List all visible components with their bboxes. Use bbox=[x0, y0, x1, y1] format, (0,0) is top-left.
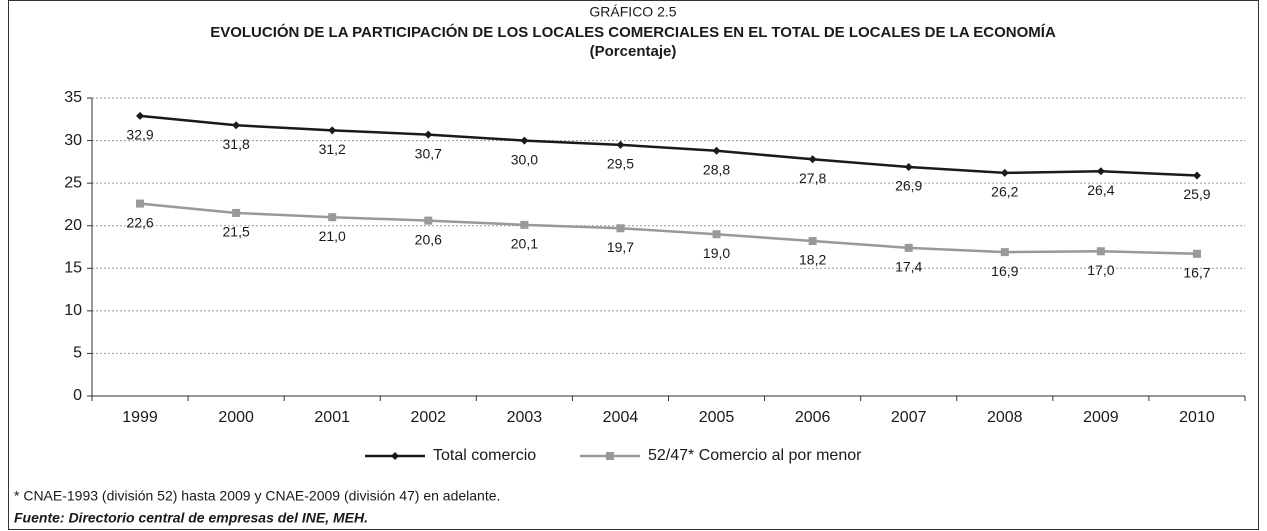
chart-subtitle: (Porcentaje) bbox=[590, 43, 677, 60]
point bbox=[712, 230, 721, 239]
y-tick-label: 35 bbox=[64, 89, 82, 106]
data-label: 16,7 bbox=[1183, 265, 1210, 281]
data-label: 32,9 bbox=[126, 127, 153, 143]
point bbox=[1192, 171, 1201, 180]
data-label: 31,8 bbox=[223, 136, 250, 152]
y-tick-label: 15 bbox=[64, 260, 82, 277]
point bbox=[712, 146, 721, 155]
point bbox=[616, 224, 625, 233]
x-tick-label: 2006 bbox=[795, 409, 831, 426]
y-tick-label: 30 bbox=[64, 132, 82, 149]
x-tick-label: 2008 bbox=[987, 409, 1023, 426]
point bbox=[328, 126, 337, 135]
data-label: 17,0 bbox=[1087, 262, 1114, 278]
x-tick-label: 2009 bbox=[1083, 409, 1119, 426]
data-label: 27,8 bbox=[799, 170, 826, 186]
data-label: 31,2 bbox=[319, 141, 346, 157]
data-label: 26,9 bbox=[895, 178, 922, 194]
data-label: 17,4 bbox=[895, 259, 922, 275]
data-label: 19,7 bbox=[607, 239, 634, 255]
data-label: 21,5 bbox=[223, 224, 250, 240]
data-label: 22,6 bbox=[126, 214, 153, 230]
frame bbox=[8, 0, 1259, 530]
point bbox=[1000, 248, 1009, 257]
point bbox=[520, 220, 529, 229]
data-label: 20,6 bbox=[415, 231, 442, 247]
legend-marker bbox=[391, 452, 399, 460]
point bbox=[1096, 167, 1105, 176]
source: Fuente: Directorio central de empresas d… bbox=[14, 510, 368, 526]
y-tick-label: 5 bbox=[73, 345, 82, 362]
data-label: 30,7 bbox=[415, 145, 442, 161]
point bbox=[232, 121, 241, 130]
series-line bbox=[139, 202, 1197, 256]
y-tick-label: 20 bbox=[64, 217, 82, 234]
point bbox=[136, 111, 145, 120]
y-tick-label: 0 bbox=[73, 387, 82, 404]
y-tick-label: 10 bbox=[64, 302, 82, 319]
x-tick-label: 2003 bbox=[507, 409, 543, 426]
y-tick-label: 25 bbox=[64, 174, 82, 191]
point bbox=[232, 208, 241, 217]
point bbox=[808, 237, 817, 246]
x-tick-label: 2005 bbox=[699, 409, 735, 426]
data-label: 16,9 bbox=[991, 263, 1018, 279]
data-label: 26,4 bbox=[1087, 182, 1114, 198]
x-tick-label: 2004 bbox=[603, 409, 639, 426]
x-tick-label: 1999 bbox=[122, 409, 158, 426]
data-label: 26,2 bbox=[991, 184, 1018, 200]
point bbox=[328, 213, 337, 222]
point bbox=[136, 199, 145, 208]
point bbox=[904, 243, 913, 252]
data-label: 25,9 bbox=[1183, 186, 1210, 202]
data-label: 30,0 bbox=[511, 151, 538, 167]
data-label: 19,0 bbox=[703, 245, 730, 261]
point bbox=[616, 140, 625, 149]
point bbox=[424, 130, 433, 139]
point bbox=[808, 155, 817, 164]
legend-label: 52/47* Comercio al por menor bbox=[648, 447, 862, 464]
x-tick-label: 2007 bbox=[891, 409, 927, 426]
data-label: 20,1 bbox=[511, 236, 538, 252]
data-label: 21,0 bbox=[319, 228, 346, 244]
chart-supertitle: GRÁFICO 2.5 bbox=[589, 4, 676, 20]
point bbox=[1000, 168, 1009, 177]
legend-label: Total comercio bbox=[433, 447, 536, 464]
data-label: 18,2 bbox=[799, 252, 826, 268]
legend-marker bbox=[606, 452, 614, 460]
x-tick-label: 2002 bbox=[410, 409, 446, 426]
x-tick-label: 2000 bbox=[218, 409, 254, 426]
x-tick-label: 2010 bbox=[1179, 409, 1215, 426]
point bbox=[520, 136, 529, 145]
series-line bbox=[139, 114, 1198, 177]
footnote: * CNAE-1993 (división 52) hasta 2009 y C… bbox=[14, 488, 500, 504]
point bbox=[904, 162, 913, 171]
point bbox=[1192, 249, 1201, 258]
data-label: 28,8 bbox=[703, 161, 730, 177]
x-tick-label: 2001 bbox=[314, 409, 350, 426]
point bbox=[1096, 247, 1105, 256]
data-label: 29,5 bbox=[607, 156, 634, 172]
chart-title: EVOLUCIÓN DE LA PARTICIPACIÓN DE LOS LOC… bbox=[210, 23, 1056, 41]
point bbox=[424, 216, 433, 225]
